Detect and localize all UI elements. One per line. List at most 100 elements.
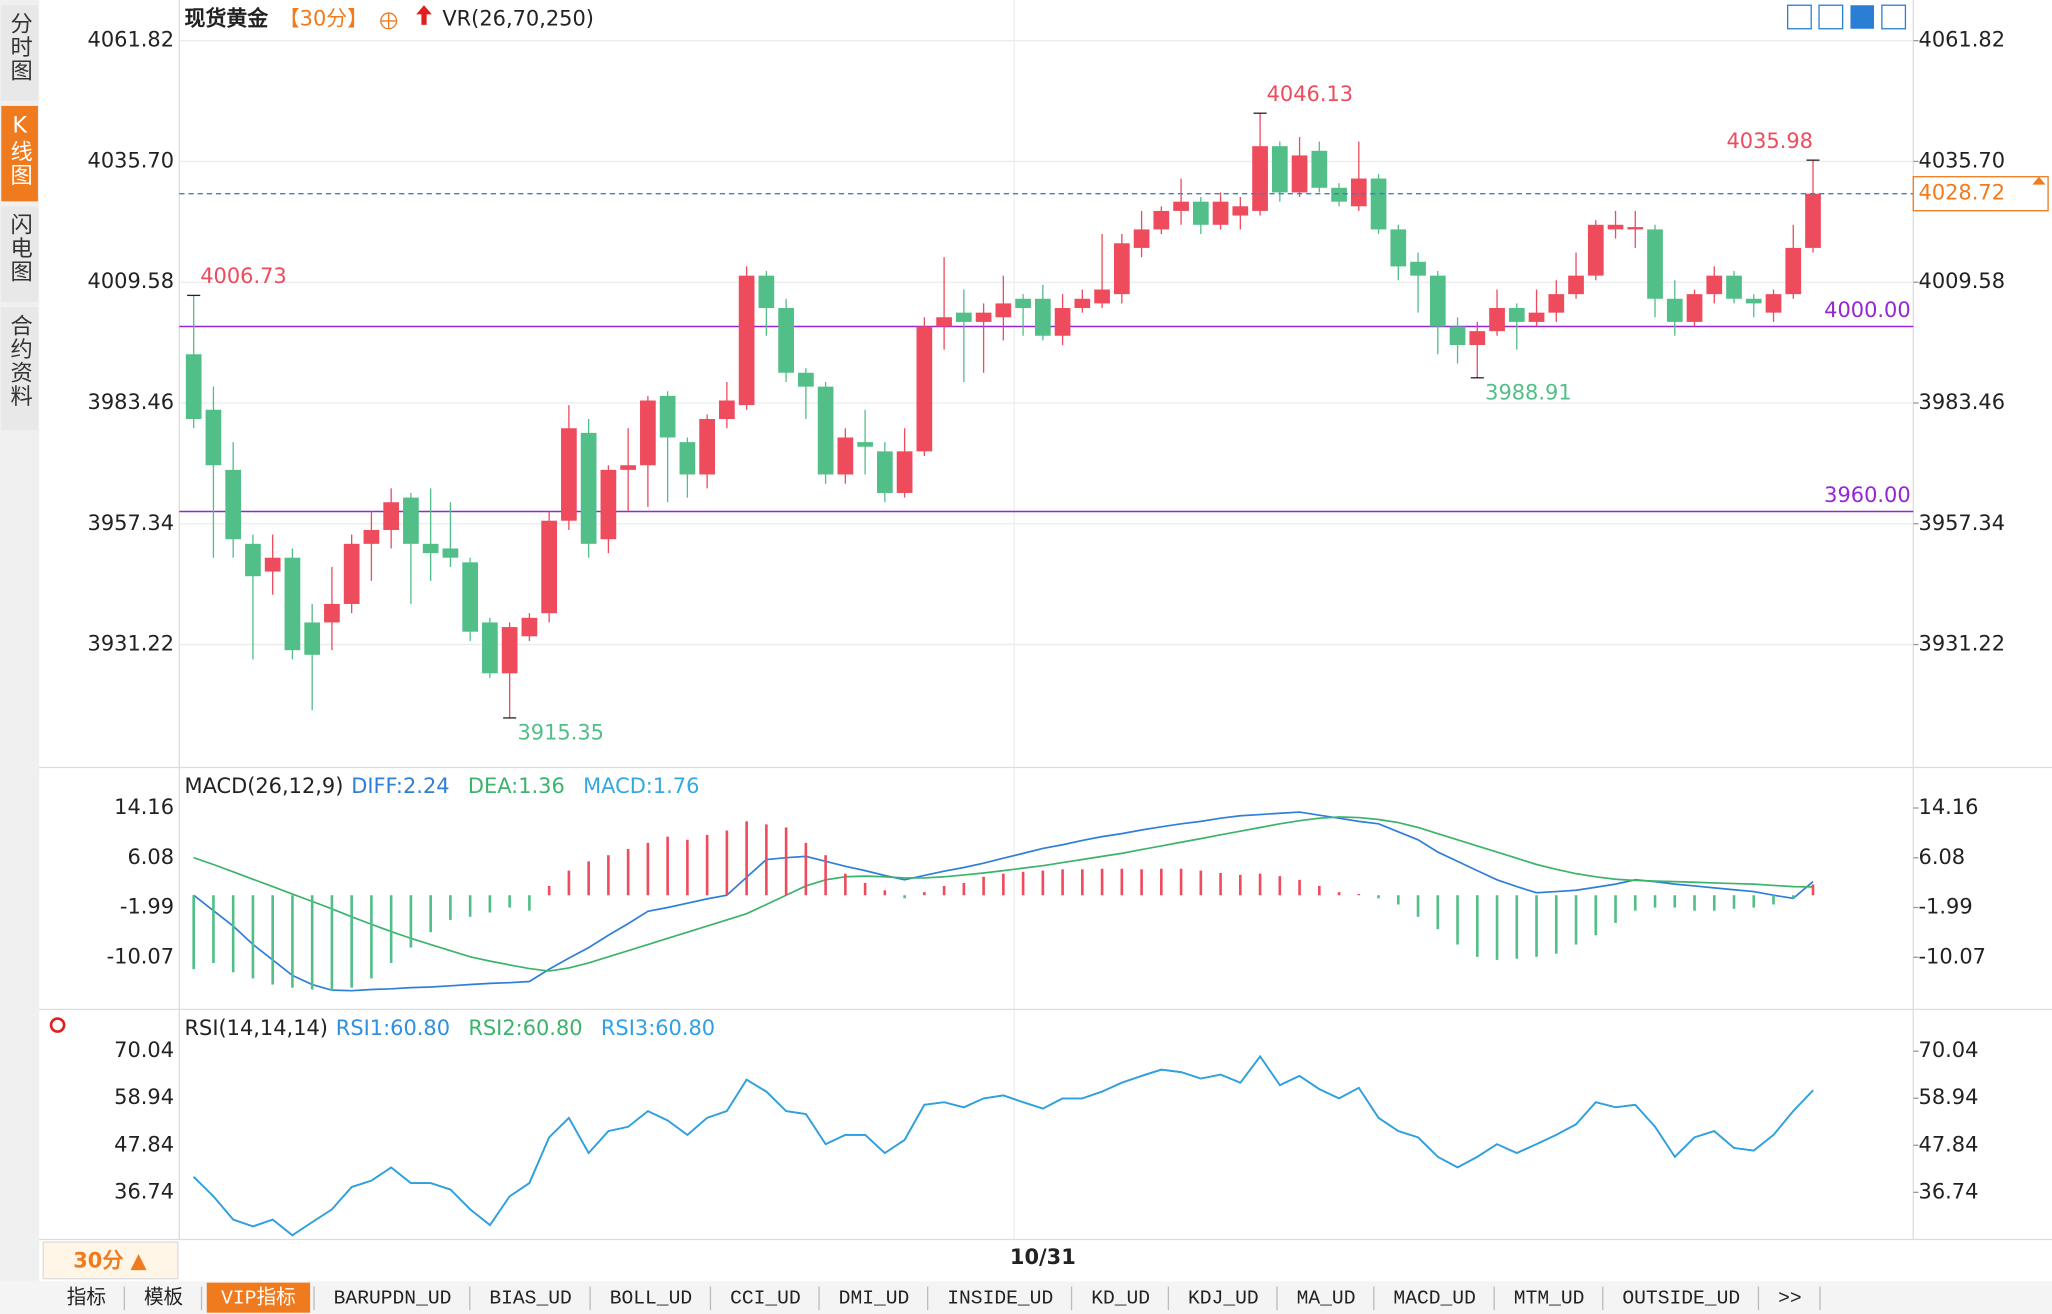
y-tick-label-right: 70.04 [1919, 1038, 1979, 1062]
tab-label[interactable]: DMI_UD [839, 1288, 910, 1310]
tab-label[interactable]: KD_UD [1091, 1288, 1150, 1310]
candle-body [1666, 298, 1683, 322]
tool-icon[interactable] [1850, 5, 1875, 29]
histogram-bar [1614, 895, 1617, 923]
tab-label[interactable]: MA_UD [1297, 1288, 1356, 1310]
sidebar-tab[interactable] [1, 105, 38, 202]
period-label: 【30分】 [279, 7, 368, 31]
tab-label[interactable]: BOLL_UD [610, 1288, 692, 1310]
candle-body [205, 409, 222, 466]
histogram-bar [1318, 885, 1321, 896]
candle-body [1212, 201, 1229, 225]
candle-body [1192, 201, 1209, 225]
instrument-title: 现货黄金 [185, 7, 270, 31]
candle-body [857, 442, 873, 447]
candle-body [1390, 229, 1407, 267]
histogram-bar [291, 895, 294, 988]
legend-entry: RSI3:60.80 [601, 1016, 715, 1040]
histogram-bar [804, 842, 808, 896]
x-tick-label: 10/31 [1010, 1245, 1076, 1269]
sidebar-tab-label[interactable]: 分时图 [7, 11, 33, 82]
y-tick-label: 58.94 [114, 1085, 174, 1109]
series-line [193, 1054, 1814, 1237]
candle-body [1291, 155, 1308, 193]
histogram-bar [251, 895, 255, 979]
period-button-label[interactable]: 30分 ▲ [73, 1249, 147, 1273]
y-tick-label-right: 4009.58 [1919, 269, 2005, 293]
tab-label[interactable]: 模板 [144, 1287, 183, 1310]
candle-body [1647, 229, 1663, 299]
tab-label[interactable]: VIP指标 [221, 1287, 296, 1310]
sidebar-tab-label[interactable]: 闪电图 [7, 213, 33, 284]
histogram-bar [607, 855, 610, 896]
sidebar-tab-label[interactable]: 合约资料 [7, 313, 33, 408]
tool-icon[interactable] [1786, 4, 1812, 30]
histogram-bar [1140, 869, 1143, 896]
candle-body [1627, 227, 1644, 230]
y-tick-label: 3957.34 [88, 511, 174, 535]
sidebar-tab-label[interactable]: K线图 [7, 112, 33, 186]
tab-label[interactable]: BARUPDN_UD [334, 1288, 452, 1310]
histogram-bar [1061, 869, 1064, 896]
series-line [193, 811, 1814, 992]
histogram-bar [1535, 895, 1538, 957]
histogram-bar [765, 824, 768, 896]
candle-body [699, 418, 715, 475]
settings-icon[interactable] [49, 1017, 66, 1033]
histogram-bar [1100, 868, 1104, 896]
y-tick-label-right: 3931.22 [1919, 632, 2005, 656]
histogram-bar [528, 895, 531, 911]
tab-label[interactable]: OUTSIDE_UD [1622, 1288, 1740, 1310]
tool-icon[interactable] [1818, 4, 1844, 30]
y-tick-label-right: 6.08 [1919, 845, 1966, 869]
histogram-bar [1021, 871, 1025, 896]
histogram-bar [212, 895, 215, 964]
tab-label[interactable]: BIAS_UD [489, 1288, 571, 1310]
sidebar-tab[interactable] [1, 307, 38, 431]
y-tick-label: 4061.82 [88, 28, 174, 52]
tab[interactable] [206, 1282, 311, 1313]
tool-icon[interactable] [1881, 4, 1907, 30]
histogram-bar [1298, 879, 1301, 896]
histogram-bar [547, 885, 551, 896]
candle-body [620, 465, 636, 470]
histogram-bar [883, 890, 887, 896]
histogram-bar [1179, 868, 1183, 896]
histogram-bar [330, 895, 334, 991]
candle-body [798, 372, 814, 387]
candle-body [1686, 294, 1703, 322]
histogram-bar [1436, 895, 1440, 930]
histogram-bar [646, 842, 650, 896]
toolbar-icons[interactable] [1786, 4, 1907, 30]
candle-body [1785, 247, 1802, 295]
candle-body [403, 497, 419, 544]
period-button[interactable] [42, 1241, 179, 1280]
tab-label[interactable]: MACD_UD [1393, 1288, 1475, 1310]
tab-list: 指标 模板 VIP指标 BARUPDN_UD BIAS_UD BOLL_UD CCI_UD D… [67, 1282, 1821, 1313]
histogram-bar [1081, 869, 1084, 896]
y-tick-label: -10.07 [107, 944, 174, 968]
tab-label[interactable]: KDJ_UD [1188, 1288, 1259, 1310]
tab-label[interactable]: 指标 [67, 1287, 106, 1310]
histogram-bar [1278, 876, 1282, 896]
candle-body [995, 303, 1012, 318]
candle-body [185, 354, 202, 419]
candle-body [580, 432, 597, 544]
tab-label[interactable]: CCI_UD [730, 1288, 801, 1310]
histogram-bar [350, 895, 353, 988]
candle-body [817, 386, 834, 475]
tab-bar [0, 1281, 2052, 1314]
candle-body [1489, 308, 1505, 332]
candle-body [1232, 206, 1249, 216]
sidebar-tab[interactable] [1, 5, 38, 101]
sidebar-tab[interactable] [1, 206, 38, 303]
histogram-bar [666, 836, 669, 896]
tab-label[interactable]: MTM_UD [1514, 1288, 1585, 1310]
tab-label[interactable]: >> [1778, 1288, 1802, 1310]
last-price-icon [2032, 176, 2046, 185]
histogram-bar [1791, 895, 1795, 899]
candle-body [1469, 331, 1486, 346]
histogram-bar [962, 882, 966, 896]
y-tick-label: 6.08 [127, 845, 174, 869]
tab-label[interactable]: INSIDE_UD [947, 1288, 1053, 1310]
